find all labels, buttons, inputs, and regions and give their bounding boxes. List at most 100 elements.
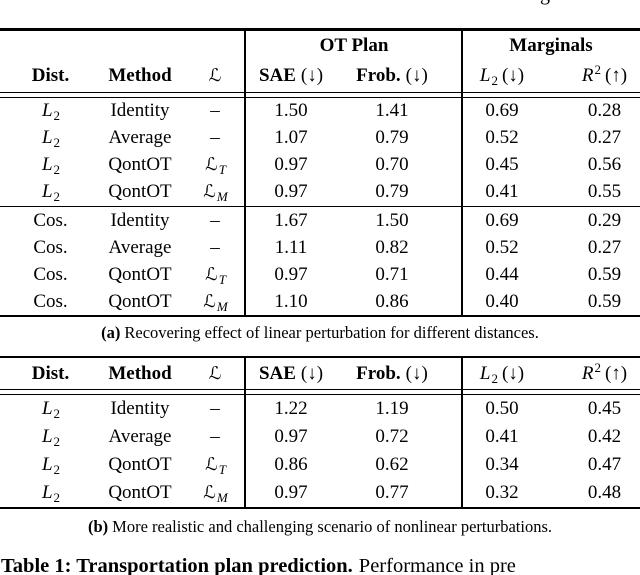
cell-frob: 0.71	[375, 263, 409, 285]
down-arrow: (↓)	[501, 362, 525, 384]
table-main-caption-rest: Performance in pre	[358, 555, 516, 575]
cell-r2: 0.59	[587, 290, 622, 312]
cropped-text-fragment: g	[540, 0, 550, 6]
cell-sae: 0.97	[274, 181, 308, 202]
cell-r2: 0.29	[587, 209, 622, 231]
cell-sae: 0.97	[274, 154, 308, 175]
col-header-r2: R 2 (↑)	[581, 359, 628, 384]
vertical-rule	[244, 356, 246, 507]
cell-r2: 0.42	[587, 426, 622, 447]
results-table-a: OT Plan Marginals Dist. Method ℒ SAE (↓) …	[0, 28, 640, 317]
cell-loss: –	[210, 127, 220, 148]
cell-l2: 0.44	[485, 263, 519, 285]
cell-loss: –	[210, 398, 220, 419]
cell-frob: 0.79	[375, 127, 409, 148]
cell-l2: 0.45	[485, 154, 519, 175]
cell-loss: –	[210, 100, 220, 121]
cell-frob: 0.62	[375, 454, 409, 475]
cell-frob: 0.72	[375, 426, 409, 447]
col-header-dist: Dist.	[31, 65, 70, 86]
down-arrow: (↓)	[300, 65, 324, 86]
cell-l2: 0.41	[485, 181, 519, 202]
vertical-rule	[461, 28, 463, 315]
subcaption-b-tag: (b)	[87, 517, 109, 536]
cell-sae: 1.07	[274, 127, 308, 148]
cell-method: Identity	[110, 398, 170, 419]
col-header-l2: L 2 (↓)	[479, 65, 525, 88]
cell-sae: 1.22	[274, 398, 308, 419]
subcaption-b-text: More realistic and challenging scenario …	[112, 517, 553, 536]
cell-l2: 0.52	[485, 127, 519, 148]
col-header-frob: Frob. (↓)	[356, 65, 428, 86]
cell-dist: Cos.	[33, 290, 68, 312]
cell-dist: Cos.	[33, 209, 68, 231]
cell-l2: 0.69	[485, 100, 519, 121]
table-row: Cos. Identity – 1.67 1.50 0.69 0.29	[0, 207, 640, 234]
cell-frob: 0.77	[375, 482, 409, 503]
cell-frob: 0.70	[375, 154, 409, 175]
col-header-method: Method	[108, 362, 172, 384]
cell-method: Average	[108, 426, 172, 447]
mathcal-L: ℒ	[203, 483, 216, 503]
cell-sae: 1.11	[274, 236, 308, 258]
cell-loss: –	[210, 236, 220, 258]
subcaption-a-text: Recovering effect of linear perturbation…	[124, 323, 539, 342]
cell-sae: 0.97	[274, 482, 308, 503]
cell-method: Average	[108, 127, 172, 148]
up-arrow: (↑)	[604, 65, 628, 86]
cell-r2: 0.56	[587, 154, 622, 175]
cell-frob: 1.19	[375, 398, 409, 419]
mid-rule	[0, 205, 640, 207]
cell-method: Average	[108, 236, 172, 258]
cell-sae: 0.97	[274, 263, 308, 285]
cell-method: QontOT	[108, 263, 172, 285]
double-rule	[0, 389, 640, 395]
cell-method: QontOT	[108, 181, 172, 202]
mathcal-L: ℒ	[205, 155, 218, 175]
subcaption-a-tag: (a)	[101, 323, 121, 342]
double-rule	[0, 91, 640, 98]
cell-loss: –	[210, 209, 220, 231]
mathcal-L: ℒ	[208, 363, 222, 384]
cell-dist: Cos.	[33, 236, 68, 258]
cell-l2: 0.52	[485, 236, 519, 258]
group-header-ot-plan: OT Plan	[319, 34, 389, 56]
cell-r2: 0.27	[587, 127, 622, 148]
cell-l2: 0.69	[485, 209, 519, 231]
down-arrow: (↓)	[405, 362, 428, 384]
cell-sae: 1.50	[274, 100, 308, 121]
cell-method: QontOT	[108, 482, 172, 503]
down-arrow: (↓)	[405, 65, 428, 86]
cell-r2: 0.55	[587, 181, 622, 202]
cell-frob: 0.86	[375, 290, 409, 312]
mathcal-L: ℒ	[205, 455, 218, 475]
cell-sae: 1.67	[274, 209, 308, 231]
cell-l2: 0.34	[485, 454, 519, 475]
col-header-method: Method	[108, 65, 172, 86]
top-rule	[0, 356, 640, 358]
col-header-sae: SAE (↓)	[258, 65, 324, 86]
down-arrow: (↓)	[300, 362, 324, 384]
cell-method: QontOT	[108, 454, 172, 475]
